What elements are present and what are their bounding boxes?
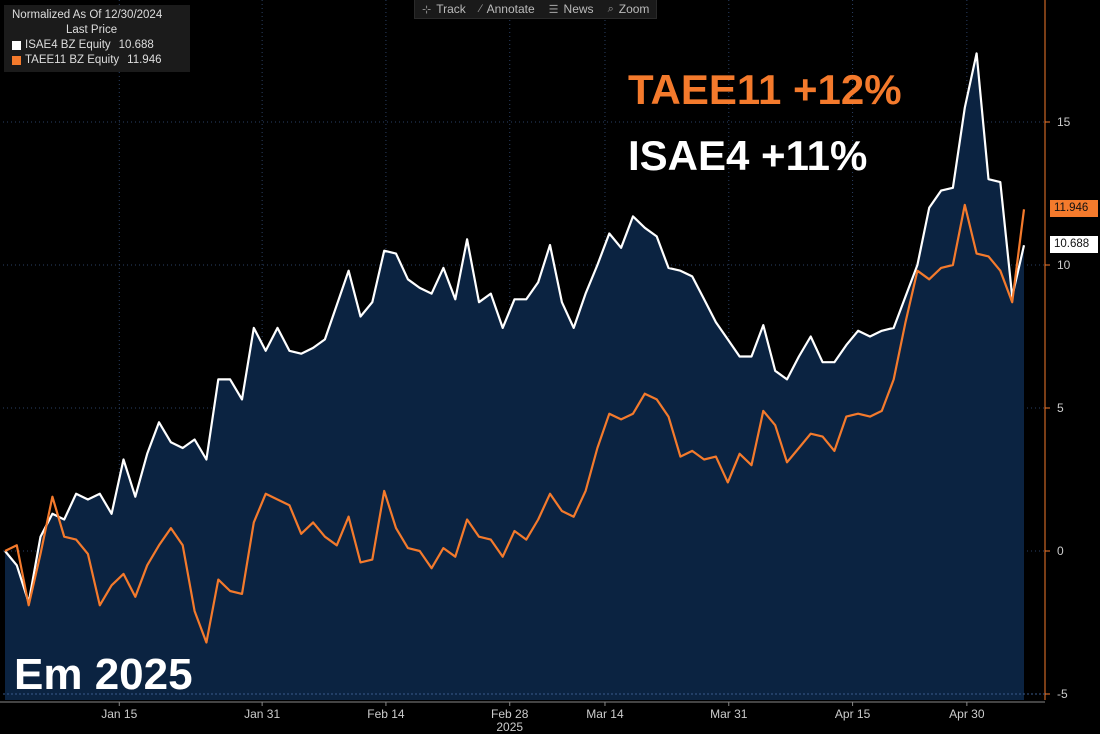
zoom-button[interactable]: ⌕ Zoom: [601, 0, 657, 18]
x-tick-label: Feb 14: [367, 707, 405, 721]
magnifier-icon: ⌕: [607, 2, 614, 15]
legend-swatch-taee11: [12, 56, 21, 65]
annotate-button[interactable]: ∕ Annotate: [473, 0, 542, 18]
taee11-line: [4, 203, 1026, 644]
x-tick-label: Apr 15: [835, 707, 871, 721]
y-tick-label: -5: [1057, 687, 1068, 701]
crosshair-icon: ⊹: [422, 3, 432, 16]
headline-taee11: TAEE11 +12%: [628, 66, 902, 113]
isae4-area: [5, 53, 1024, 700]
x-tick-label: Mar 14: [586, 707, 624, 721]
pencil-icon: ∕: [479, 3, 482, 15]
y-tick-label: 10: [1057, 258, 1071, 272]
last-price-tag-taee11: 11.946: [1050, 200, 1098, 217]
x-tick-label: Mar 31: [710, 707, 748, 721]
y-tick-label: 5: [1057, 401, 1064, 415]
y-tick-label: 15: [1057, 115, 1071, 129]
chart-toolbar: ⊹ Track ∕ Annotate ☰ News ⌕ Zoom: [414, 0, 658, 19]
zoom-label: Zoom: [618, 2, 650, 16]
headline-isae4: ISAE4 +11%: [628, 132, 868, 179]
last-price-tag-isae4: 10.688: [1050, 236, 1098, 253]
news-icon: ☰: [548, 3, 559, 16]
legend-value-isae4: 10.688: [118, 39, 154, 51]
legend-label-taee11: TAEE11 BZ Equity: [25, 54, 120, 66]
annotate-label: Annotate: [486, 2, 535, 16]
news-button[interactable]: ☰ News: [542, 0, 601, 18]
x-year-label: 2025: [496, 720, 523, 734]
legend-entry-isae4: ISAE4 BZ Equity 10.688: [12, 38, 184, 53]
x-tick-label: Jan 15: [101, 707, 137, 721]
x-tick-label: Feb 28: [491, 707, 529, 721]
legend-value-taee11: 11.946: [127, 54, 162, 66]
x-tick-label: Apr 30: [949, 707, 985, 721]
legend-swatch-isae4: [12, 41, 21, 50]
news-label: News: [563, 2, 594, 16]
footer-annotation: Em 2025: [14, 650, 193, 699]
x-tick-label: Jan 31: [244, 707, 280, 721]
legend-header-last-price: Last Price: [66, 24, 118, 36]
track-button[interactable]: ⊹ Track: [415, 0, 473, 18]
legend-header-normalized: Normalized As Of 12/30/2024: [12, 9, 163, 21]
legend-entry-taee11: TAEE11 BZ Equity 11.946: [12, 53, 184, 68]
legend-label-isae4: ISAE4 BZ Equity: [25, 39, 111, 51]
y-tick-label: 0: [1057, 544, 1064, 558]
isae4-line: [4, 52, 1026, 604]
chart-legend: Normalized As Of 12/30/2024 Last Price I…: [4, 5, 190, 72]
track-label: Track: [436, 2, 466, 16]
